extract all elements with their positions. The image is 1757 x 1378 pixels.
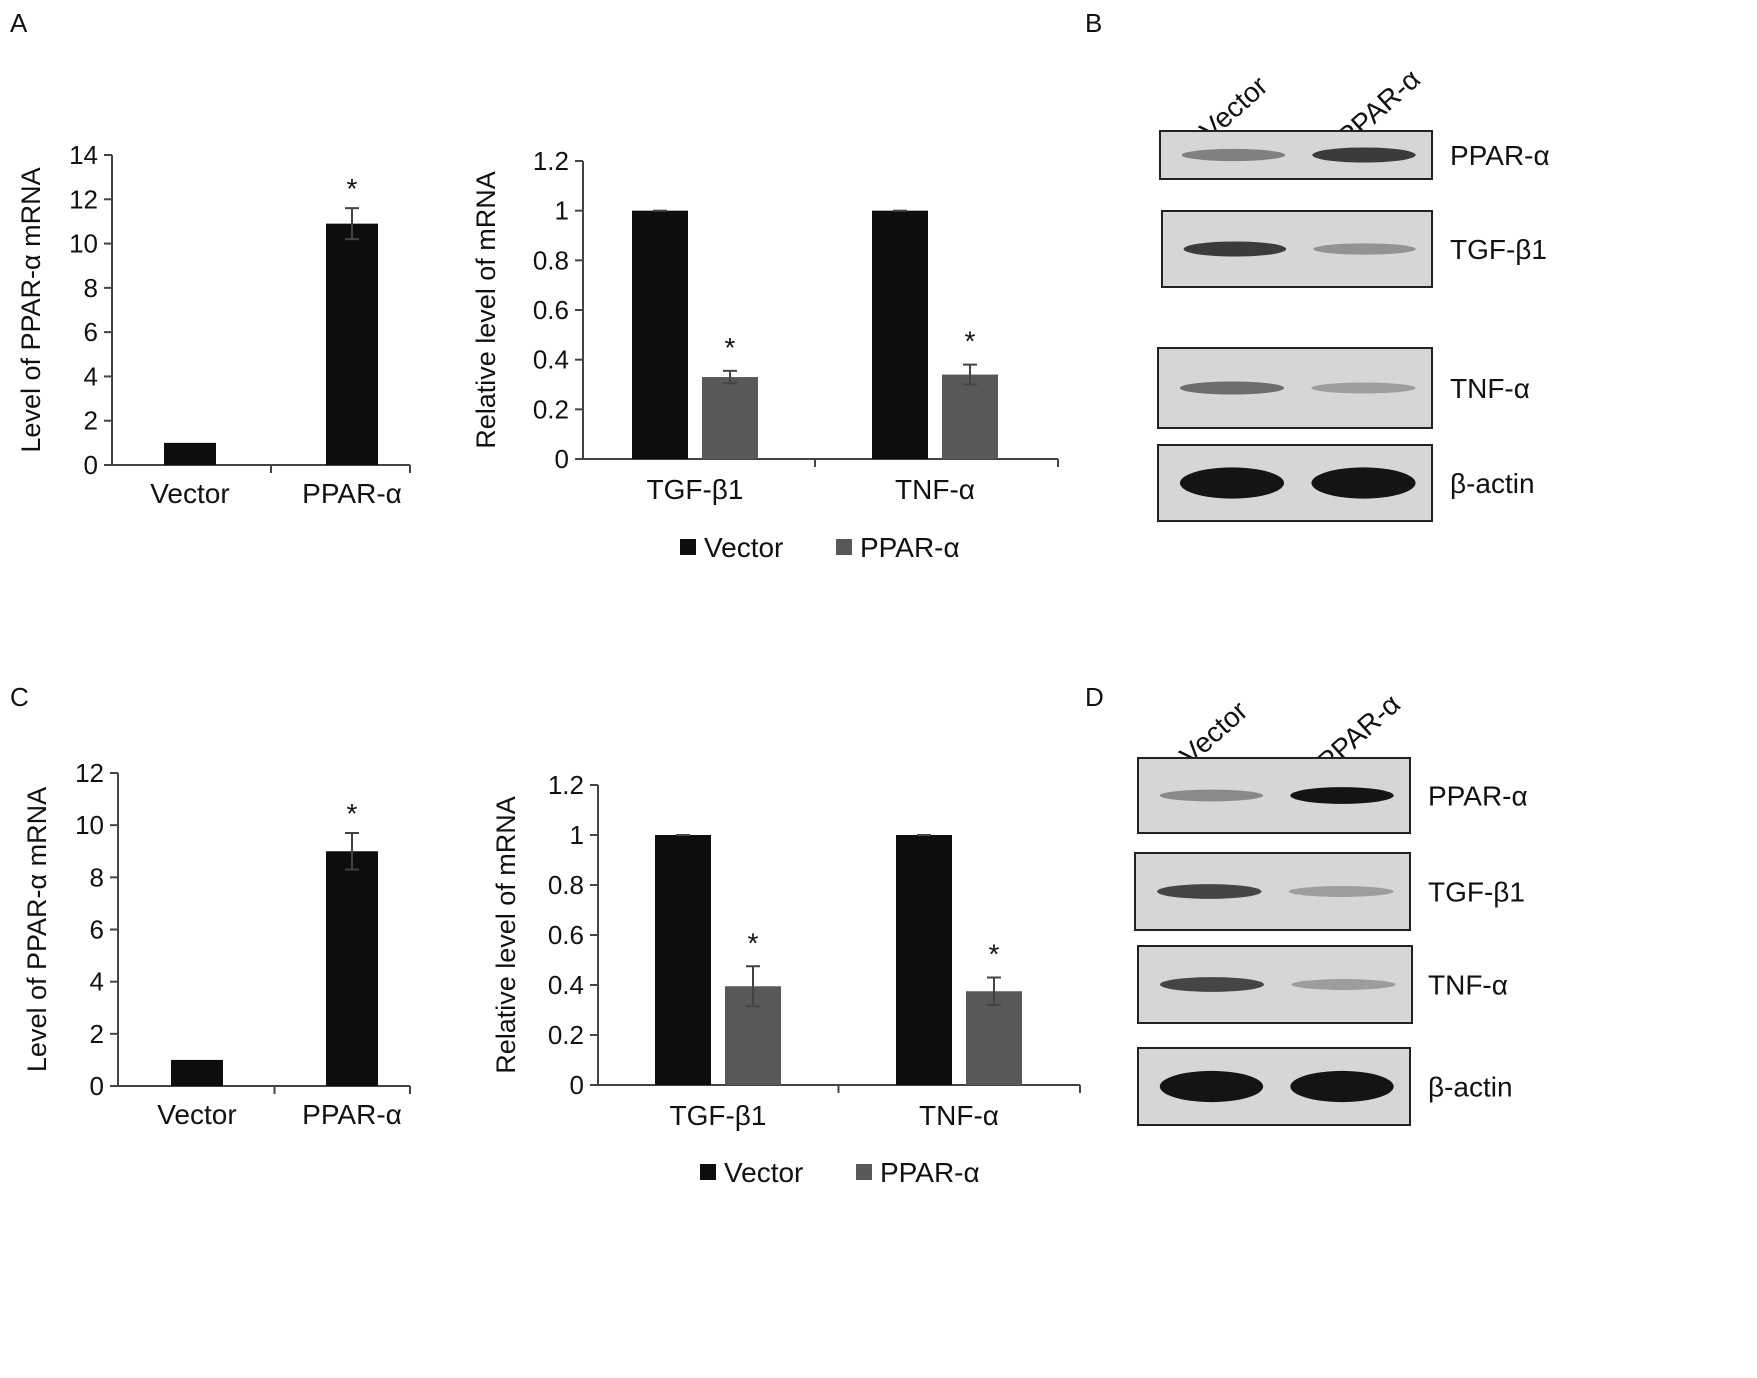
y-tick-label: 0 bbox=[570, 1070, 584, 1100]
blot-row-label: TGF-β1 bbox=[1428, 877, 1525, 908]
blot-row-label: PPAR-α bbox=[1428, 781, 1528, 812]
y-tick-label: 0.4 bbox=[548, 970, 584, 1000]
blot-band bbox=[1311, 382, 1416, 394]
bar bbox=[164, 442, 216, 465]
y-tick-label: 0.4 bbox=[533, 345, 569, 375]
significance-mark: * bbox=[347, 173, 358, 204]
y-axis-label: Level of PPAR-α mRNA bbox=[22, 787, 52, 1072]
y-tick-label: 4 bbox=[84, 361, 98, 391]
x-tick-label: TNF-α bbox=[919, 1100, 999, 1131]
y-tick-label: 12 bbox=[69, 184, 98, 214]
significance-mark: * bbox=[965, 326, 976, 357]
legend-label: PPAR-α bbox=[860, 532, 960, 563]
y-tick-label: 0 bbox=[90, 1071, 104, 1101]
blot-row-label: β-actin bbox=[1450, 468, 1535, 499]
legend-swatch bbox=[836, 539, 852, 555]
bar bbox=[171, 1059, 223, 1086]
y-axis-label: Relative level of mRNA bbox=[491, 796, 521, 1074]
y-tick-label: 1 bbox=[555, 196, 569, 226]
blot-band bbox=[1179, 381, 1285, 395]
y-tick-label: 8 bbox=[90, 862, 104, 892]
legend-swatch bbox=[700, 1164, 716, 1180]
y-tick-label: 10 bbox=[69, 229, 98, 259]
y-tick-label: 1.2 bbox=[533, 146, 569, 176]
blot-band bbox=[1157, 884, 1262, 899]
y-tick-label: 12 bbox=[75, 758, 104, 788]
blot-row-label: PPAR-α bbox=[1450, 140, 1550, 171]
y-tick-label: 0.8 bbox=[533, 245, 569, 275]
panel-label-a: A bbox=[10, 8, 28, 38]
y-tick-label: 10 bbox=[75, 810, 104, 840]
y-tick-label: 8 bbox=[84, 273, 98, 303]
y-tick-label: 0.2 bbox=[533, 394, 569, 424]
bar bbox=[326, 851, 378, 1086]
x-tick-label: TNF-α bbox=[895, 474, 975, 505]
legend-swatch bbox=[680, 539, 696, 555]
blot-row-label: β-actin bbox=[1428, 1072, 1513, 1103]
bar bbox=[896, 835, 952, 1085]
y-axis-label: Level of PPAR-α mRNA bbox=[16, 167, 46, 452]
blot-band bbox=[1312, 147, 1416, 163]
blot-row-label: TNF-α bbox=[1428, 970, 1508, 1001]
blot-band bbox=[1313, 243, 1416, 255]
y-tick-label: 0.6 bbox=[533, 295, 569, 325]
blot-band bbox=[1290, 1070, 1394, 1103]
blot-band bbox=[1159, 1070, 1264, 1103]
x-tick-label: PPAR-α bbox=[302, 478, 402, 509]
y-tick-label: 1.2 bbox=[548, 770, 584, 800]
bar bbox=[966, 991, 1022, 1085]
significance-mark: * bbox=[725, 332, 736, 363]
y-tick-label: 4 bbox=[90, 967, 104, 997]
blot-band bbox=[1159, 977, 1265, 992]
panel-label-b: B bbox=[1085, 8, 1103, 38]
blot-row-label: TNF-α bbox=[1450, 373, 1530, 404]
significance-mark: * bbox=[989, 939, 1000, 970]
bar bbox=[655, 835, 711, 1085]
bar bbox=[326, 223, 378, 465]
y-tick-label: 6 bbox=[84, 317, 98, 347]
x-tick-label: TGF-β1 bbox=[670, 1100, 767, 1131]
blot-band bbox=[1159, 789, 1264, 802]
blot-band bbox=[1311, 467, 1416, 499]
legend-label: Vector bbox=[704, 532, 783, 563]
y-tick-label: 6 bbox=[90, 915, 104, 945]
bar bbox=[942, 374, 998, 459]
significance-mark: * bbox=[748, 927, 759, 958]
x-tick-label: PPAR-α bbox=[302, 1099, 402, 1130]
y-tick-label: 0 bbox=[555, 444, 569, 474]
legend-label: Vector bbox=[724, 1157, 803, 1188]
blot-band bbox=[1179, 467, 1285, 499]
y-tick-label: 0.6 bbox=[548, 920, 584, 950]
blot-row-label: TGF-β1 bbox=[1450, 234, 1547, 265]
y-tick-label: 1 bbox=[570, 820, 584, 850]
significance-mark: * bbox=[347, 798, 358, 829]
bar bbox=[702, 377, 758, 459]
y-axis-label: Relative level of mRNA bbox=[471, 171, 501, 449]
x-tick-label: Vector bbox=[157, 1099, 236, 1130]
y-tick-label: 2 bbox=[84, 406, 98, 436]
panel-label-c: C bbox=[10, 682, 29, 712]
panel-label-d: D bbox=[1085, 682, 1104, 712]
bar bbox=[632, 210, 688, 459]
y-tick-label: 2 bbox=[90, 1019, 104, 1049]
blot-band bbox=[1290, 787, 1394, 804]
legend-swatch bbox=[856, 1164, 872, 1180]
blot-band bbox=[1181, 148, 1286, 162]
x-tick-label: TGF-β1 bbox=[647, 474, 744, 505]
y-tick-label: 14 bbox=[69, 140, 98, 170]
x-tick-label: Vector bbox=[150, 478, 229, 509]
bar bbox=[872, 210, 928, 459]
y-tick-label: 0 bbox=[84, 450, 98, 480]
blot-band bbox=[1291, 979, 1396, 990]
y-tick-label: 0.8 bbox=[548, 870, 584, 900]
blot-band bbox=[1289, 886, 1394, 897]
legend-label: PPAR-α bbox=[880, 1157, 980, 1188]
y-tick-label: 0.2 bbox=[548, 1020, 584, 1050]
blot-band bbox=[1183, 241, 1287, 257]
